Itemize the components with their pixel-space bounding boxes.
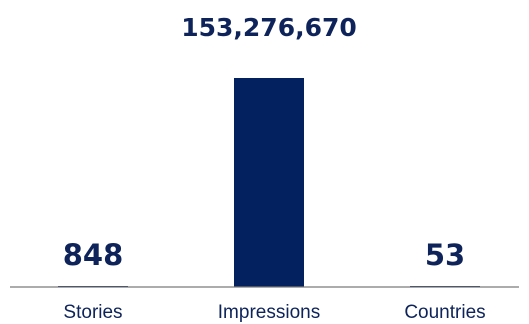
value-label-countries: 53 — [425, 238, 465, 272]
value-labels-group: 848 153,276,670 53 — [63, 13, 465, 272]
bar-impressions — [234, 78, 304, 287]
value-label-stories: 848 — [63, 238, 124, 272]
category-label-impressions: Impressions — [218, 302, 320, 323]
value-label-impressions: 153,276,670 — [181, 13, 357, 42]
category-labels-group: Stories Impressions Countries — [63, 302, 485, 323]
category-label-countries: Countries — [404, 302, 485, 323]
bars-group — [58, 78, 480, 287]
category-label-stories: Stories — [63, 302, 122, 323]
